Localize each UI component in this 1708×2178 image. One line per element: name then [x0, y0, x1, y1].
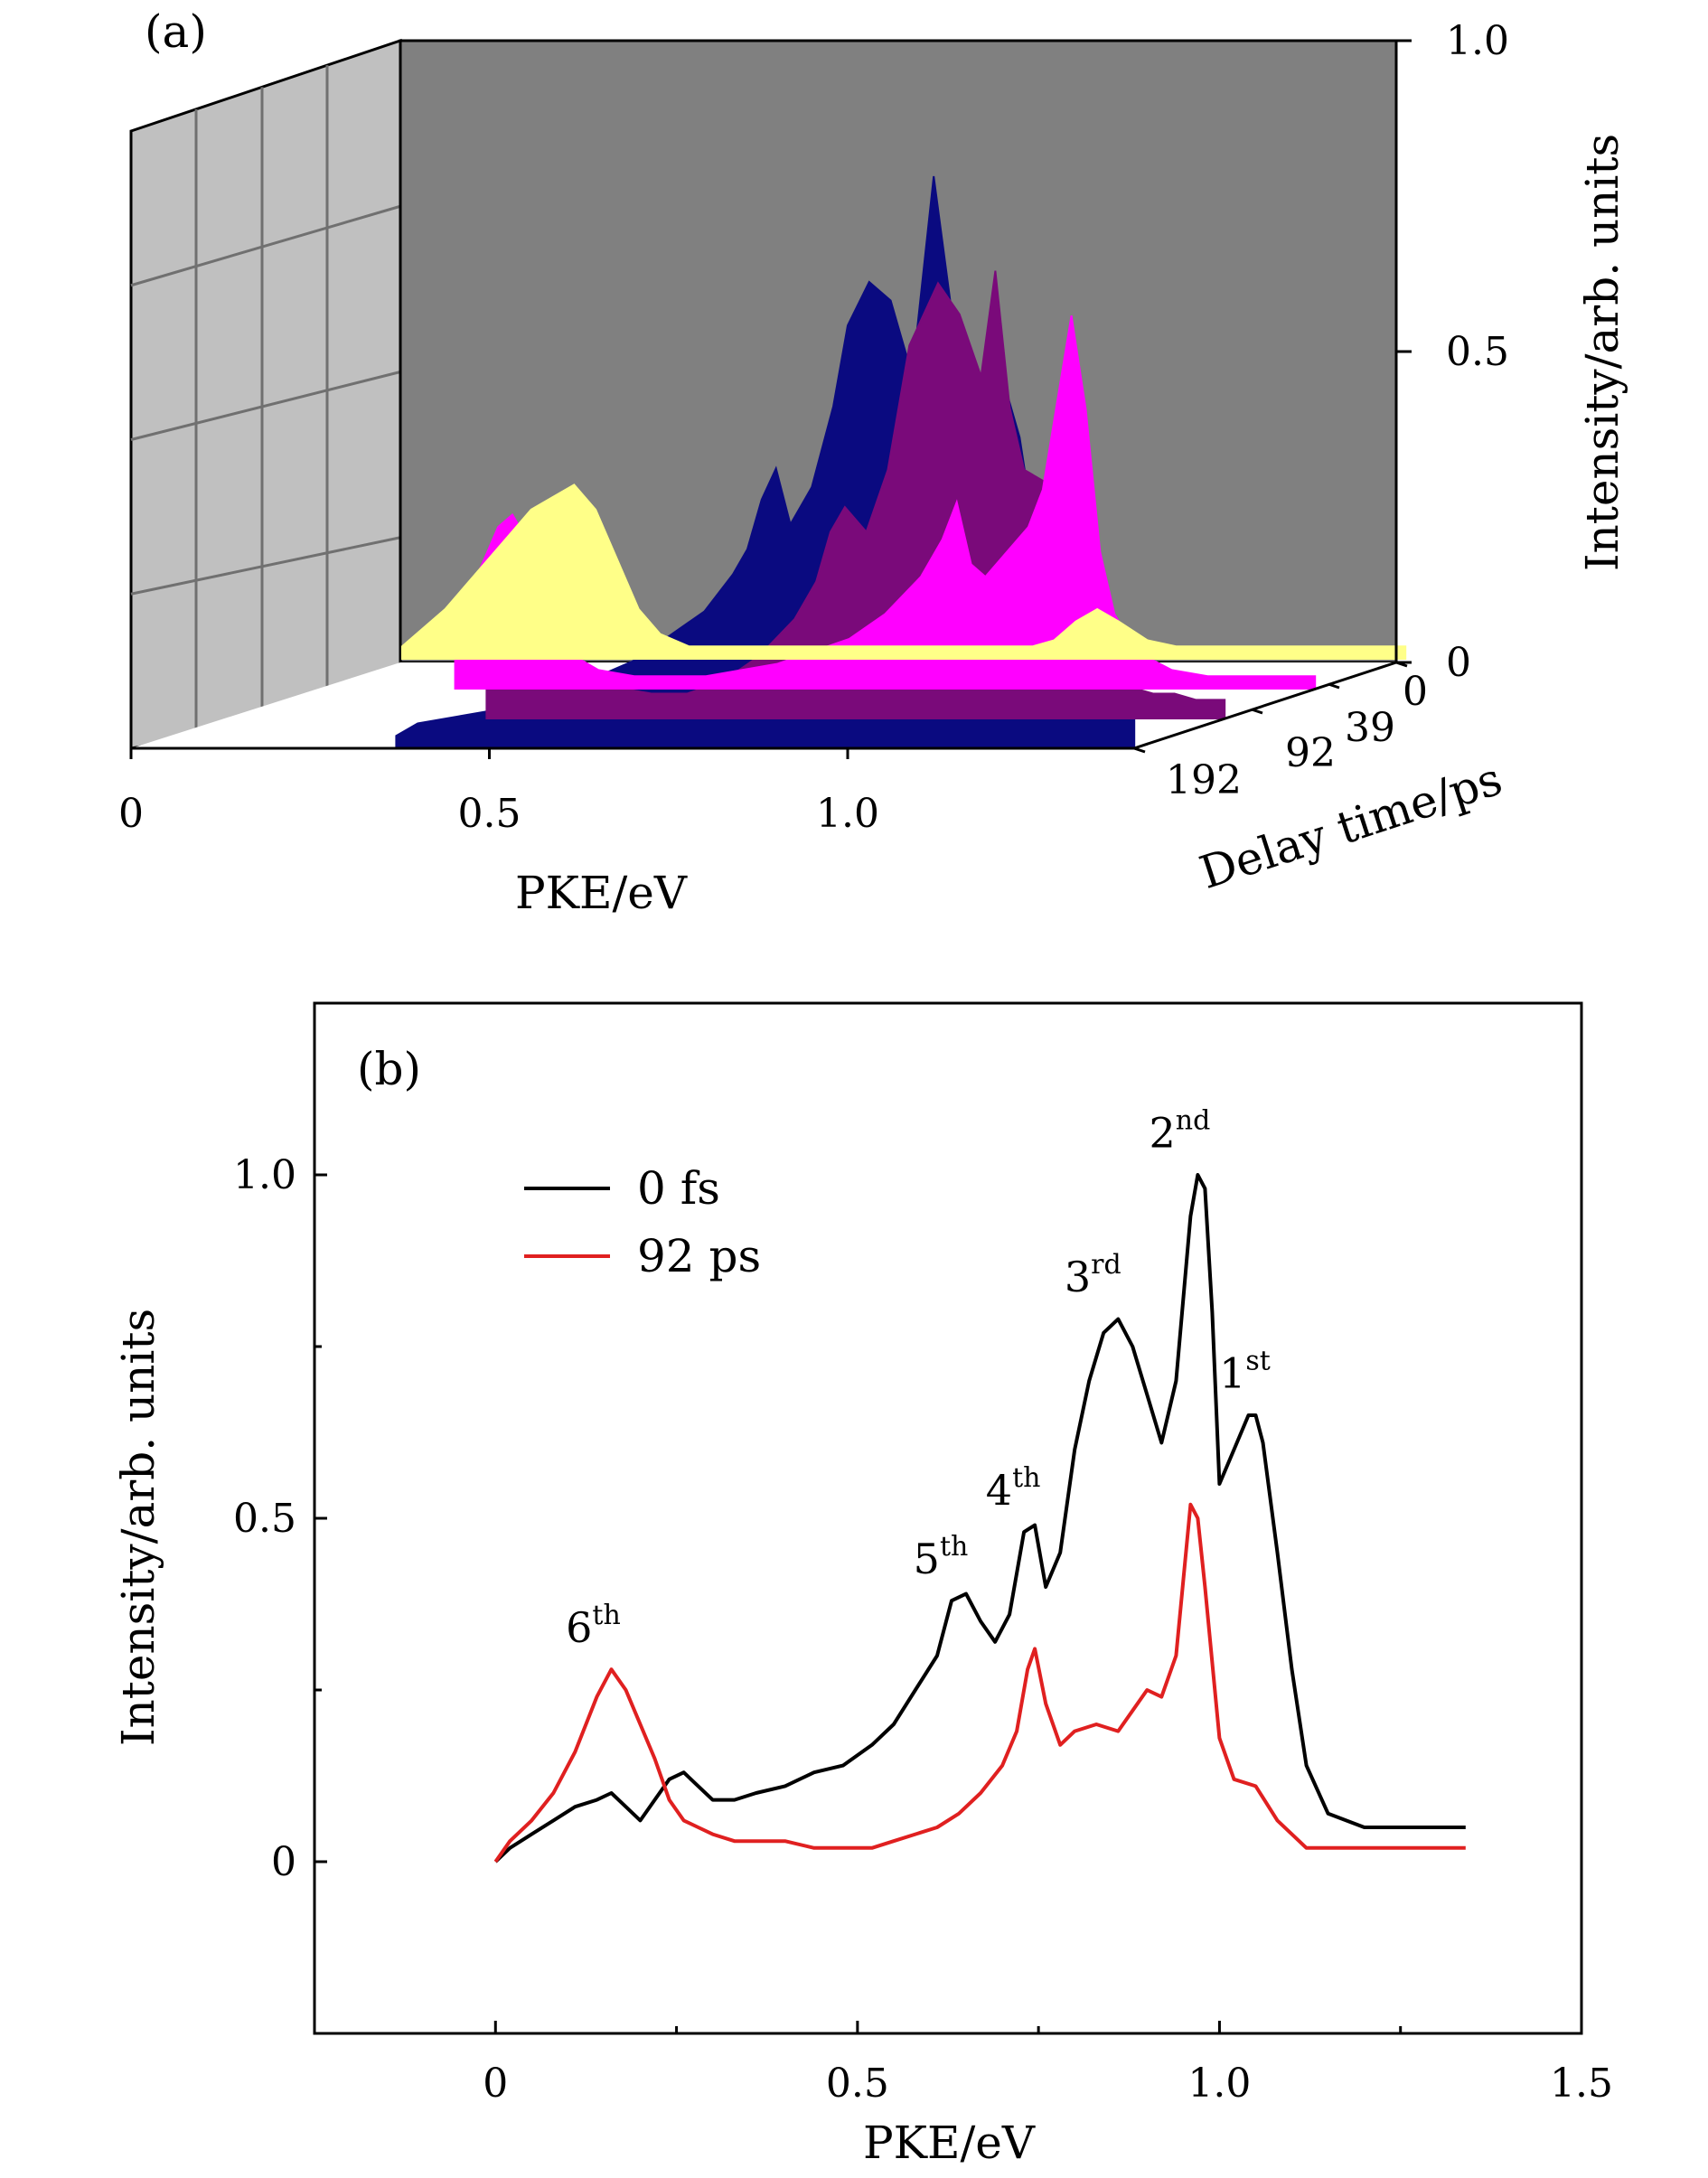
- wall-grid-hline: [130, 371, 401, 441]
- delay-tick: [1133, 746, 1146, 754]
- delay-tick: [1328, 682, 1340, 690]
- panel-b-xlabel: PKE/eV: [863, 2117, 1036, 2169]
- panel-b-ylabel: Intensity/arb. units: [112, 1309, 164, 1746]
- pke-tick-label: 0.5: [458, 791, 521, 837]
- y-tick-label: 0.5: [233, 1496, 296, 1542]
- legend-label-0fs: 0 fs: [637, 1162, 720, 1215]
- panel-a-label: (a): [145, 5, 207, 58]
- left-wall-grid: [130, 65, 401, 737]
- panel-a-zlabel: Intensity/arb. units: [1576, 134, 1628, 571]
- peak-annotations: 1st 2nd 3rd 4th 5th 6th: [566, 1105, 1271, 1652]
- delay-tick: [1251, 708, 1263, 715]
- panel-a-xlabel: PKE/eV: [515, 867, 688, 919]
- panel-b-label: (b): [357, 1043, 421, 1095]
- y-tick-label: 0: [271, 1839, 296, 1885]
- peak-label-5th: 5th: [914, 1531, 969, 1583]
- pke-tick-label: 0: [118, 791, 144, 837]
- spectrum-area-192-ps: [401, 483, 1407, 660]
- peak-label-3rd: 3rd: [1065, 1249, 1121, 1301]
- line-92-ps: [493, 1502, 1466, 1864]
- delay-tick: [1395, 661, 1408, 668]
- delay-tick-label: 0: [1403, 669, 1428, 715]
- wall-grid-hline: [130, 204, 401, 287]
- x-tick-label: 1.0: [1187, 2061, 1251, 2107]
- delay-tick-label: 192: [1166, 757, 1242, 803]
- panel-b-lines: [493, 1173, 1466, 1864]
- delay-tick-label: 92: [1285, 730, 1336, 776]
- left-wall: [129, 38, 402, 750]
- x-tick-label: 0: [483, 2061, 508, 2107]
- peak-label-4th: 4th: [986, 1462, 1041, 1515]
- intensity-tick-label: 1.0: [1446, 18, 1509, 64]
- peak-label-6th: 6th: [566, 1600, 621, 1652]
- x-tick-label: 1.5: [1550, 2061, 1613, 2107]
- legend-label-92ps: 92 ps: [637, 1230, 761, 1282]
- x-tick-label: 0.5: [826, 2061, 889, 2107]
- wall-grid-hline: [130, 536, 401, 596]
- peak-label-2nd: 2nd: [1149, 1105, 1210, 1158]
- intensity-tick-label: 0.5: [1446, 329, 1509, 375]
- legend: 0 fs 92 ps: [524, 1162, 761, 1282]
- pke-tick-label: 1.0: [816, 791, 879, 837]
- intensity-tick-label: 0: [1446, 640, 1471, 686]
- y-tick-label: 1.0: [233, 1152, 296, 1198]
- panel-b: (b) 0 0.5 1.0 1.5 0 0.5 1.0 1st 2nd 3rd 4th 5th 6th…: [112, 1001, 1613, 2169]
- plot-frame: [313, 1001, 1583, 2035]
- line-0-fs: [493, 1173, 1466, 1864]
- delay-axis-line: [1133, 661, 1397, 750]
- waterfall-spectra: [395, 175, 1407, 749]
- peak-label-1st: 1st: [1219, 1346, 1271, 1398]
- panel-b-ticks: 0 0.5 1.0 1.5 0 0.5 1.0: [233, 1001, 1613, 2107]
- delay-tick-label: 39: [1345, 705, 1395, 751]
